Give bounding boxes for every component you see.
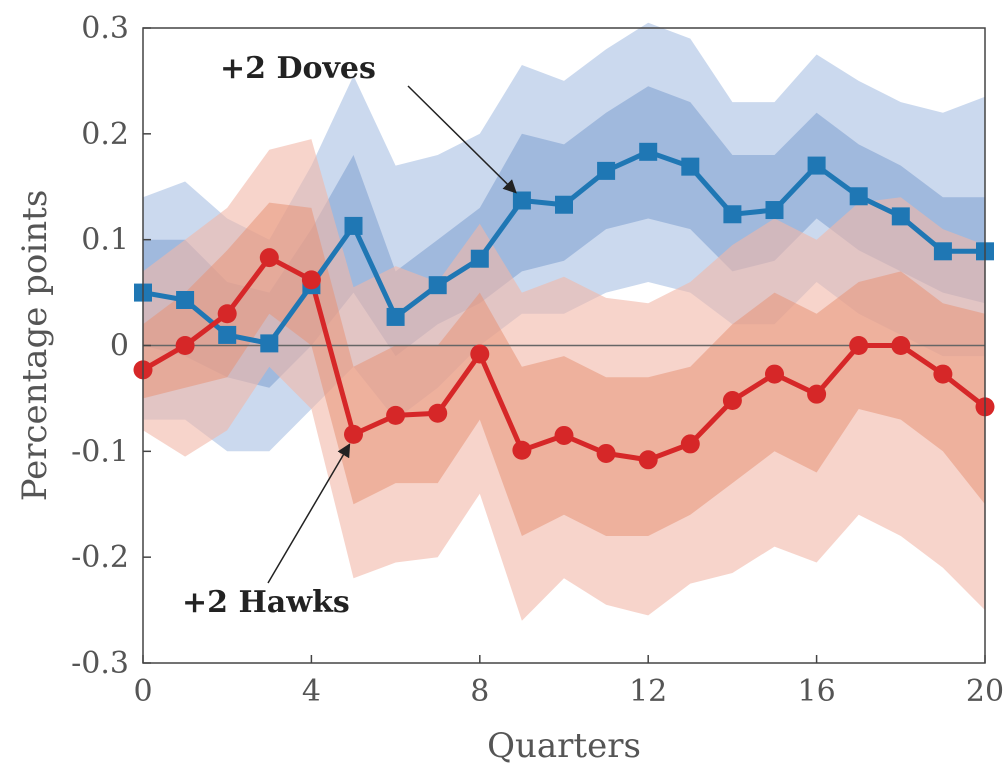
2-doves-point xyxy=(891,207,910,226)
2-doves-point xyxy=(470,249,489,268)
y-tick-label: 0 xyxy=(110,329,129,364)
2-doves-point xyxy=(639,142,658,161)
y-tick-label: 0.3 xyxy=(81,11,129,46)
2-hawks-point xyxy=(428,403,448,423)
2-doves-inner-band xyxy=(143,86,985,388)
2-hawks-point xyxy=(217,304,237,324)
y-tick-label: 0.1 xyxy=(81,223,129,258)
2-doves-point xyxy=(597,161,616,180)
hawks-annotation-label: +2 Hawks xyxy=(182,585,350,620)
x-tick-label: 16 xyxy=(798,674,836,709)
y-axis-title: Percentage points xyxy=(15,190,55,502)
2-hawks-point xyxy=(301,270,321,290)
x-tick-label: 8 xyxy=(470,674,489,709)
2-hawks-point xyxy=(807,384,827,404)
2-hawks-point xyxy=(554,425,574,445)
2-hawks-point xyxy=(386,405,406,425)
x-tick-label: 0 xyxy=(133,674,152,709)
2-hawks-point xyxy=(638,450,658,470)
2-doves-point xyxy=(218,325,237,344)
x-axis-title: Quarters xyxy=(487,726,641,766)
2-hawks-point xyxy=(175,336,195,355)
2-doves-point xyxy=(176,290,195,309)
y-axis-ticks: 0.3 0.2 0.1 0 -0.1 -0.2 -0.3 xyxy=(71,11,151,681)
confidence-bands xyxy=(143,22,985,621)
doves-annotation-label: +2 Doves xyxy=(220,51,376,86)
hawks-annotation-arrow xyxy=(267,443,351,584)
y-tick-label: -0.1 xyxy=(71,434,129,469)
series-markers xyxy=(133,142,995,470)
x-tick-label: 4 xyxy=(302,674,321,709)
2-doves-point xyxy=(849,187,868,206)
doves-annotation-arrow xyxy=(407,85,517,194)
2-hawks-inner-band xyxy=(143,202,985,536)
2-doves-point xyxy=(765,201,784,220)
2-doves-point xyxy=(512,191,531,210)
y-tick-label: -0.3 xyxy=(71,646,129,681)
2-hawks-point xyxy=(596,443,616,463)
2-doves-point xyxy=(344,216,363,235)
2-hawks-point xyxy=(344,424,363,444)
2-doves-point xyxy=(386,307,405,326)
2-doves-point xyxy=(933,242,952,261)
2-hawks-point xyxy=(849,336,869,355)
2-doves-point xyxy=(681,157,700,176)
2-hawks-point xyxy=(933,364,953,384)
x-axis-ticks: 0 4 8 12 16 20 xyxy=(133,655,1004,709)
2-hawks-point xyxy=(259,248,279,268)
2-doves-point xyxy=(555,195,573,214)
x-tick-label: 20 xyxy=(966,674,1004,709)
2-hawks-point xyxy=(680,434,700,454)
2-doves-point xyxy=(260,334,279,353)
2-hawks-point xyxy=(765,364,784,384)
2-hawks-point xyxy=(722,391,742,411)
2-doves-point xyxy=(428,276,447,295)
y-tick-label: -0.2 xyxy=(71,540,129,575)
x-tick-label: 12 xyxy=(629,674,667,709)
2-hawks-point xyxy=(512,440,532,460)
y-tick-label: 0.2 xyxy=(81,117,129,152)
2-doves-point xyxy=(723,205,742,224)
2-hawks-point xyxy=(470,344,490,364)
2-doves-point xyxy=(807,156,826,175)
2-hawks-point xyxy=(891,336,911,355)
